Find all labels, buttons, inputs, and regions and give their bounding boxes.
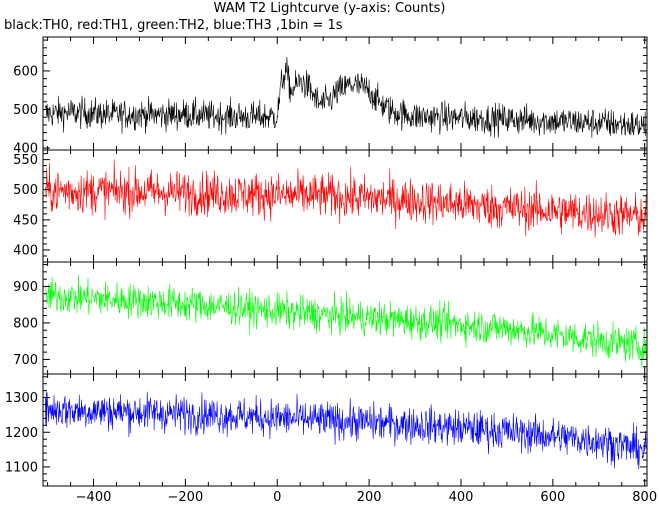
chart-subtitle: black:TH0, red:TH1, green:TH2, blue:TH3 … xyxy=(4,18,343,33)
panel-2: 700 800 900 xyxy=(13,261,648,375)
x-tick-label: −200 xyxy=(168,490,204,505)
y-tick-label: 550 xyxy=(13,153,38,168)
y-tick-label: 1100 xyxy=(5,460,38,475)
y-tick-label: 900 xyxy=(13,280,38,295)
y-tick-label: 500 xyxy=(13,103,38,118)
x-tick-label: 400 xyxy=(449,490,474,505)
y-tick-label: 1300 xyxy=(5,391,38,406)
chart-title: WAM T2 Lightcurve (y-axis: Counts) xyxy=(213,1,446,16)
y-tick-label: 800 xyxy=(13,316,38,331)
series-line-0 xyxy=(45,56,647,138)
y-tick-label: 1200 xyxy=(5,426,38,441)
y-tick-label: 400 xyxy=(13,142,38,157)
x-tick-label: 0 xyxy=(273,490,281,505)
x-tick-label: 800 xyxy=(632,490,657,505)
y-tick-label: 400 xyxy=(13,243,38,258)
panel-frame-3 xyxy=(42,373,648,487)
y-tick-label: 450 xyxy=(13,213,38,228)
x-tick-label: 600 xyxy=(540,490,565,505)
panel-1: 400 450 500 550 xyxy=(13,149,648,263)
panel-0: 400 500 600 xyxy=(13,36,648,157)
x-tick-label: 200 xyxy=(357,490,382,505)
series-line-1 xyxy=(45,159,647,238)
y-tick-label: 500 xyxy=(13,183,38,198)
series-line-3 xyxy=(45,391,647,470)
y-tick-label: 700 xyxy=(13,353,38,368)
series-line-2 xyxy=(45,274,647,369)
x-tick-label: −400 xyxy=(76,490,112,505)
y-tick-label: 600 xyxy=(13,64,38,79)
panel-3: 1100 1200 1300 xyxy=(5,373,648,487)
